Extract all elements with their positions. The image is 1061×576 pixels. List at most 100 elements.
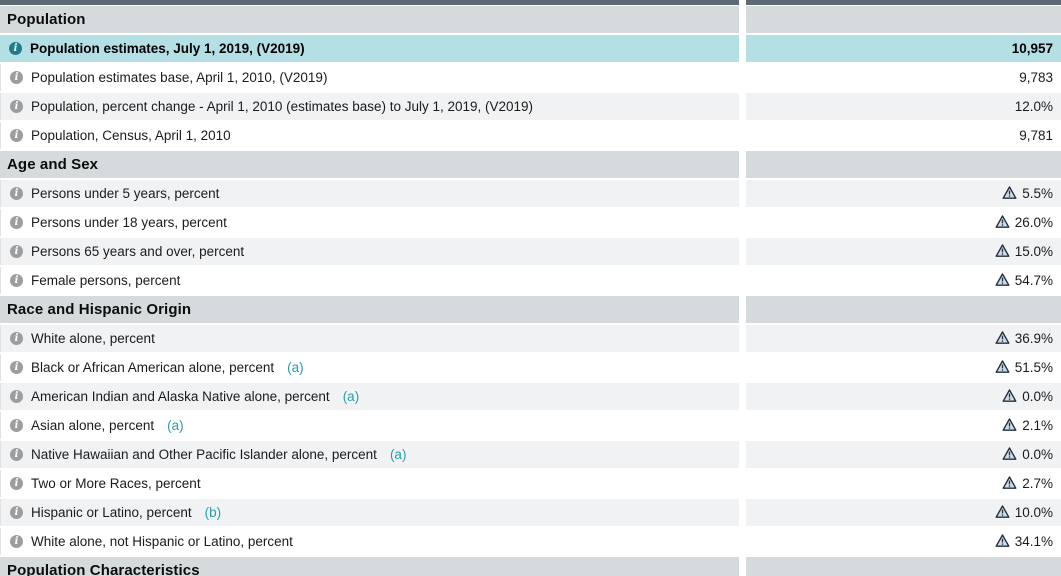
warning-triangle-icon[interactable] <box>1002 446 1017 463</box>
info-icon[interactable]: i <box>9 42 22 55</box>
info-icon[interactable]: i <box>10 274 23 287</box>
row-value: 26.0% <box>1014 215 1053 230</box>
row-label: Female persons, percent <box>31 273 181 288</box>
info-icon[interactable]: i <box>10 535 23 548</box>
table-top-border <box>0 0 1061 5</box>
top-border-value-segment <box>746 0 1061 5</box>
table-row: i Population estimates base, April 1, 201… <box>0 64 1061 91</box>
column-gap <box>739 383 746 410</box>
row-label-cell: i Hispanic or Latino, percent (b) <box>0 499 739 526</box>
row-label: Persons 65 years and over, percent <box>31 244 245 259</box>
row-value-cell: 10.0% <box>746 499 1061 526</box>
row-value: 10,957 <box>1011 41 1053 56</box>
info-icon[interactable]: i <box>10 245 23 258</box>
section-header-row: Population <box>0 6 1061 33</box>
row-value-cell: 0.0% <box>746 441 1061 468</box>
info-icon[interactable]: i <box>10 390 23 403</box>
row-value: 51.5% <box>1014 360 1053 375</box>
info-icon[interactable]: i <box>10 216 23 229</box>
row-value: 10.0% <box>1014 505 1053 520</box>
footnote-link[interactable]: (a) <box>287 360 304 375</box>
column-gap <box>739 267 746 294</box>
info-icon[interactable]: i <box>10 448 23 461</box>
table-row: i White alone, not Hispanic or Latino, pe… <box>0 528 1061 555</box>
column-gap <box>739 412 746 439</box>
section-title: Race and Hispanic Origin <box>7 301 192 318</box>
table-row: i American Indian and Alaska Native alone… <box>0 383 1061 410</box>
table-row: i Population, Census, April 1, 2010 9,781 <box>0 122 1061 149</box>
footnote-link[interactable]: (b) <box>204 505 222 520</box>
row-value-cell: 15.0% <box>746 238 1061 265</box>
row-label: American Indian and Alaska Native alone,… <box>31 389 330 404</box>
row-value: 34.1% <box>1014 534 1053 549</box>
warning-triangle-icon[interactable] <box>995 243 1010 260</box>
row-value-cell: 51.5% <box>746 354 1061 381</box>
column-gap <box>739 238 746 265</box>
info-icon[interactable]: i <box>10 419 23 432</box>
warning-triangle-icon[interactable] <box>995 359 1010 376</box>
row-value: 12.0% <box>1014 99 1053 114</box>
footnote-link[interactable]: (a) <box>167 418 184 433</box>
row-value: 0.0% <box>1022 447 1053 462</box>
row-label: Black or African American alone, percent <box>31 360 275 375</box>
row-label-cell: i Two or More Races, percent <box>0 470 739 497</box>
row-label: Population, percent change - April 1, 20… <box>31 99 534 114</box>
column-gap <box>739 6 746 33</box>
column-gap <box>739 325 746 352</box>
warning-triangle-icon[interactable] <box>1002 388 1017 405</box>
row-label: Persons under 5 years, percent <box>31 186 220 201</box>
section-header-row: Race and Hispanic Origin <box>0 296 1061 323</box>
info-icon[interactable]: i <box>10 477 23 490</box>
info-icon[interactable]: i <box>10 361 23 374</box>
footnote-link[interactable]: (a) <box>389 447 407 462</box>
table-row: i Two or More Races, percent 2.7% <box>0 470 1061 497</box>
warning-triangle-icon[interactable] <box>995 330 1010 347</box>
info-icon[interactable]: i <box>10 71 23 84</box>
info-icon[interactable]: i <box>10 506 23 519</box>
column-gap <box>739 528 746 555</box>
table-row: i Black or African American alone, percen… <box>0 354 1061 381</box>
row-value-cell: 36.9% <box>746 325 1061 352</box>
row-label: Two or More Races, percent <box>31 476 201 491</box>
row-label-cell: i Persons under 18 years, percent <box>0 209 739 236</box>
section-header-cell: Race and Hispanic Origin <box>0 296 739 323</box>
row-value: 2.7% <box>1022 476 1053 491</box>
footnote-link[interactable]: (a) <box>342 389 360 404</box>
info-icon[interactable]: i <box>10 332 23 345</box>
row-label: Population estimates, July 1, 2019, (V20… <box>30 41 305 56</box>
table-row: i Population, percent change - April 1, 2… <box>0 93 1061 120</box>
section-title: Population <box>7 11 86 28</box>
warning-triangle-icon[interactable] <box>995 533 1010 550</box>
section-header-cell: Population <box>0 6 739 33</box>
row-label: Persons under 18 years, percent <box>31 215 227 230</box>
warning-triangle-icon[interactable] <box>995 214 1010 231</box>
info-icon[interactable]: i <box>10 100 23 113</box>
row-label: Native Hawaiian and Other Pacific Island… <box>31 447 377 462</box>
row-label-cell: i American Indian and Alaska Native alone… <box>0 383 739 410</box>
warning-triangle-icon[interactable] <box>1002 417 1017 434</box>
row-label-cell: i Persons 65 years and over, percent <box>0 238 739 265</box>
section-header-value-cell <box>746 151 1061 178</box>
row-value: 2.1% <box>1022 418 1053 433</box>
table-row: i Asian alone, percent (a) 2.1% <box>0 412 1061 439</box>
column-gap <box>739 122 746 149</box>
table-row: i Female persons, percent 54.7% <box>0 267 1061 294</box>
row-label-cell: i Population estimates base, April 1, 201… <box>0 64 739 91</box>
section-title: Population Characteristics <box>7 562 200 576</box>
column-gap <box>739 296 746 323</box>
warning-triangle-icon[interactable] <box>995 272 1010 289</box>
table-row: i Persons under 5 years, percent 5.5% <box>0 180 1061 207</box>
warning-triangle-icon[interactable] <box>995 504 1010 521</box>
column-gap <box>739 180 746 207</box>
warning-triangle-icon[interactable] <box>1002 185 1017 202</box>
info-icon[interactable]: i <box>10 129 23 142</box>
row-label-cell: i Asian alone, percent (a) <box>0 412 739 439</box>
warning-triangle-icon[interactable] <box>1002 475 1017 492</box>
column-gap <box>739 557 746 576</box>
info-icon[interactable]: i <box>10 187 23 200</box>
table-row: i Native Hawaiian and Other Pacific Islan… <box>0 441 1061 468</box>
column-gap <box>739 93 746 120</box>
row-label-cell: i Black or African American alone, percen… <box>0 354 739 381</box>
column-gap <box>739 151 746 178</box>
